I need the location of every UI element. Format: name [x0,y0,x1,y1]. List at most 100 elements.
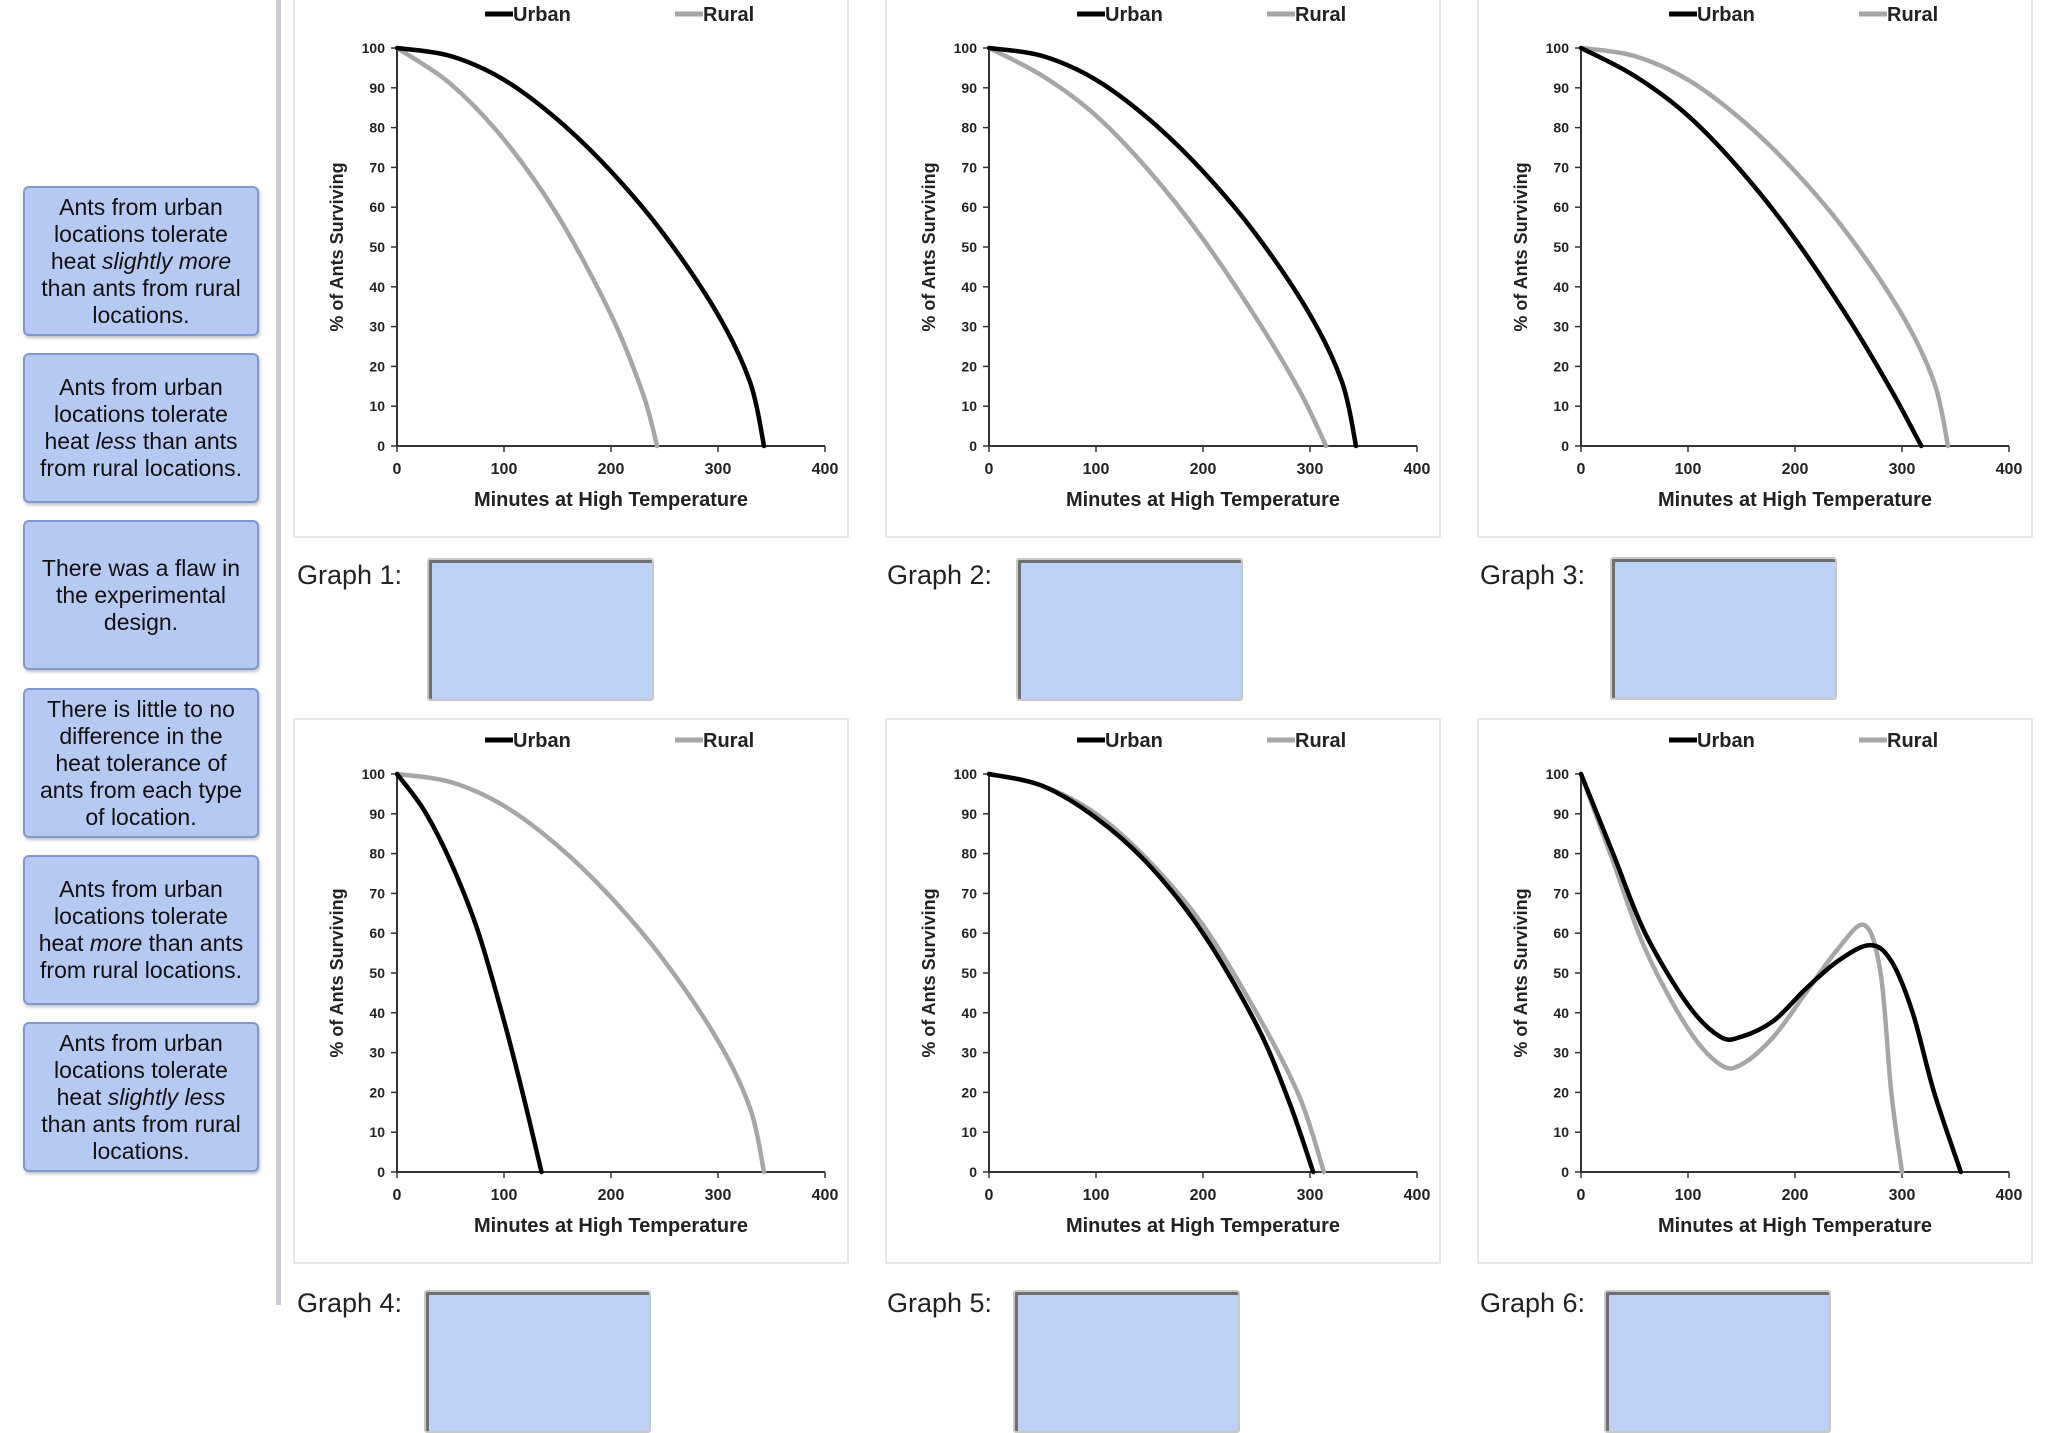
y-tick-label: 90 [961,806,977,822]
answer-tile[interactable]: Ants from urban locations tolerate heat … [23,855,259,1005]
x-axis-label: Minutes at High Temperature [1066,1215,1340,1237]
x-tick-label: 0 [393,461,402,478]
y-tick-label: 10 [369,1124,385,1140]
y-tick-label: 50 [961,965,977,981]
y-tick-label: 10 [961,1124,977,1140]
x-tick-label: 300 [1889,461,1916,478]
y-tick-label: 70 [1553,159,1569,175]
y-tick-label: 20 [1553,358,1569,374]
x-tick-label: 400 [1996,461,2023,478]
chart-panel: 0 10 20 30 40 50 60 70 80 90 100 0 100 200 300 400 Minut… [885,718,1441,1264]
y-tick-label: 0 [969,438,977,454]
answer-tile[interactable]: There was a flaw in the experimental des… [23,520,259,670]
x-tick-label: 400 [812,1187,839,1204]
answer-text-post: than ants from rural locations. [41,1110,241,1164]
x-tick-label: 400 [1996,1187,2023,1204]
answer-tile-text: Ants from urban locations tolerate heat … [35,876,247,984]
y-tick-label: 70 [369,159,385,175]
graph-label: Graph 3: [1480,560,1586,590]
y-tick-label: 80 [369,120,385,136]
x-tick-label: 400 [1404,1187,1431,1204]
y-tick-label: 20 [961,358,977,374]
legend-label: Urban [1105,4,1163,26]
answer-tile[interactable]: Ants from urban locations tolerate heat … [23,1022,259,1172]
chart-panel: 0 10 20 30 40 50 60 70 80 90 100 0 100 200 300 400 Minut… [885,0,1441,538]
x-axis-label: Minutes at High Temperature [474,1215,748,1237]
y-tick-label: 40 [1553,279,1569,295]
graph-label: Graph 1: [297,560,403,590]
answer-drop-zone[interactable] [424,1290,651,1433]
answer-drop-zone[interactable] [1610,557,1837,700]
y-tick-label: 10 [1553,398,1569,414]
chart-panel: 0 10 20 30 40 50 60 70 80 90 100 0 100 200 300 400 Minut… [293,0,849,538]
legend-label: Urban [513,4,571,26]
x-tick-label: 0 [1577,461,1586,478]
series-line-rural [986,45,1329,449]
chart-panel: 0 10 20 30 40 50 60 70 80 90 100 0 100 200 300 400 Minut… [1477,718,2033,1264]
chart-svg: 0 10 20 30 40 50 60 70 80 90 100 0 100 200 300 400 Minut… [327,730,839,1237]
graph-label: Graph 5: [887,1288,993,1318]
series-line-rural [1578,45,1951,449]
y-tick-label: 30 [961,1045,977,1061]
x-axis-label: Minutes at High Temperature [474,489,748,511]
y-tick-label: 70 [961,159,977,175]
graph-label: Graph 2: [887,560,993,590]
y-tick-label: 100 [362,766,386,782]
x-tick-label: 100 [491,1187,518,1204]
legend-label: Rural [1295,4,1346,26]
answer-tile-text: There was a flaw in the experimental des… [35,555,247,636]
x-tick-label: 200 [1190,461,1217,478]
chart-svg: 0 10 20 30 40 50 60 70 80 90 100 0 100 200 300 400 Minut… [919,730,1431,1237]
chart-svg: 0 10 20 30 40 50 60 70 80 90 100 0 100 200 300 400 Minut… [327,4,839,511]
graph-label: Graph 4: [297,1288,403,1318]
x-axis-label: Minutes at High Temperature [1066,489,1340,511]
series-line-urban [394,45,767,449]
answer-drop-zone[interactable] [1013,1290,1240,1433]
y-tick-label: 40 [961,1005,977,1021]
y-tick-label: 50 [369,965,385,981]
series-line-rural [986,771,1327,1175]
y-tick-label: 70 [961,885,977,901]
y-tick-label: 60 [1553,199,1569,215]
x-tick-label: 100 [1675,461,1702,478]
answer-text-pre: Ants from urban locations tolerate heat [38,876,228,956]
answer-drop-zone[interactable] [427,558,654,701]
series-line-urban [986,45,1359,449]
series-line-rural [394,45,660,449]
legend-label: Rural [1887,4,1938,26]
y-tick-label: 0 [1561,1164,1569,1180]
y-axis-label: % of Ants Surviving [919,162,939,331]
y-tick-label: 40 [369,1005,385,1021]
x-tick-label: 200 [598,1187,625,1204]
answer-tile[interactable]: Ants from urban locations tolerate heat … [23,186,259,336]
y-tick-label: 90 [369,806,385,822]
y-tick-label: 60 [961,199,977,215]
x-tick-label: 0 [985,1187,994,1204]
y-tick-label: 100 [954,766,978,782]
y-tick-label: 80 [369,846,385,862]
y-tick-label: 50 [1553,239,1569,255]
answer-text-post: than ants from rural locations. [41,274,241,328]
y-axis-label: % of Ants Surviving [1511,888,1531,1057]
y-axis-label: % of Ants Surviving [919,888,939,1057]
y-axis-label: % of Ants Surviving [327,888,347,1057]
answer-drop-zone[interactable] [1016,558,1243,701]
x-tick-label: 100 [1675,1187,1702,1204]
x-tick-label: 300 [1889,1187,1916,1204]
y-tick-label: 30 [961,319,977,335]
answer-text-emphasis: slightly less [107,1083,226,1110]
x-tick-label: 100 [1083,1187,1110,1204]
y-tick-label: 60 [1553,925,1569,941]
y-tick-label: 90 [1553,806,1569,822]
x-tick-label: 400 [812,461,839,478]
answer-drop-zone[interactable] [1604,1290,1831,1433]
y-tick-label: 70 [369,885,385,901]
y-tick-label: 90 [369,80,385,96]
y-tick-label: 40 [1553,1005,1569,1021]
answer-tile[interactable]: There is little to no difference in the … [23,688,259,838]
answer-tile-text: Ants from urban locations tolerate heat … [35,1030,247,1165]
answer-tile[interactable]: Ants from urban locations tolerate heat … [23,353,259,503]
answer-text-pre: There was a flaw in the experimental des… [41,554,241,635]
y-tick-label: 0 [969,1164,977,1180]
legend-label: Rural [1295,730,1346,752]
